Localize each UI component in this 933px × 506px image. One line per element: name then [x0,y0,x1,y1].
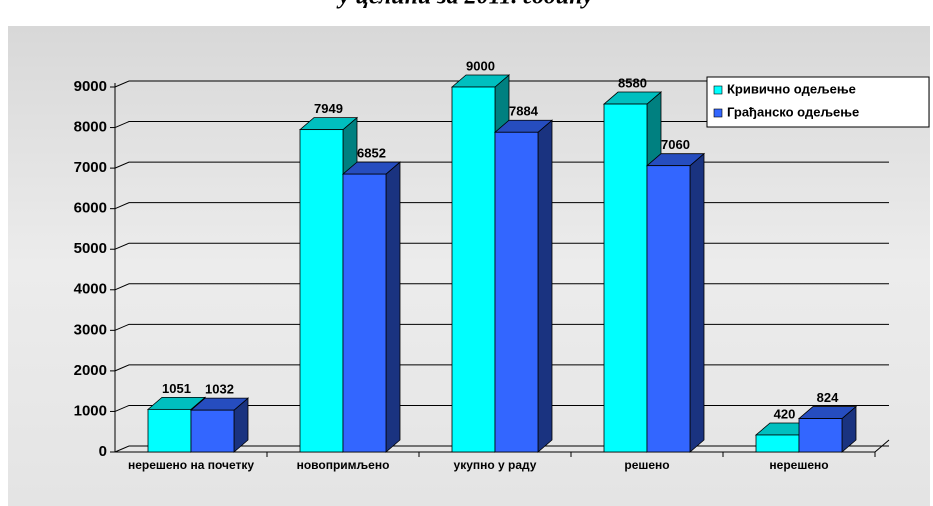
legend-swatch [714,86,722,94]
data-label: 7884 [509,104,539,119]
data-label: 7060 [661,137,690,152]
legend-label: Кривично одељење [727,81,856,96]
y-tick-label: 4000 [74,281,107,298]
y-tick-label: 2000 [74,362,107,379]
y-tick-label: 8000 [74,119,107,136]
bar-front [343,174,386,452]
bar [191,398,248,452]
y-tick-label: 0 [99,443,107,460]
y-tick-label: 3000 [74,321,107,338]
x-tick-label: новопримљено [278,457,408,474]
bar-front [756,435,799,452]
legend-swatch [714,109,722,117]
bar-side [538,120,552,452]
bar-side [386,162,400,452]
bar-side [690,154,704,452]
bar-front [191,410,234,452]
x-tick-label: нерешено на почетку [126,457,256,474]
data-label: 420 [774,406,796,421]
bar [647,154,704,452]
x-tick-label: нерешено [734,457,864,474]
data-label: 824 [817,390,839,405]
bar-front [495,132,538,452]
bar-front [452,87,495,452]
y-tick-label: 6000 [74,200,107,217]
data-label: 1051 [162,381,191,396]
y-tick-label: 9000 [74,78,107,95]
bar-front [647,166,690,452]
bar-front [799,419,842,452]
legend-label: Грађанско одељење [727,104,859,119]
bar-front [604,104,647,452]
data-label: 1032 [205,382,234,397]
x-tick-label: укупно у раду [430,457,560,474]
data-label: 6852 [357,146,386,161]
bar-front [148,409,191,452]
data-label: 9000 [466,58,495,73]
chart: у целини за 2011. годину 0 1000 2000 3000 40… [0,0,933,506]
page: у целини за 2011. годину 0 1000 2000 3000 40… [0,0,933,506]
bar [799,407,856,452]
bar [495,120,552,452]
x-tick-label: решено [582,457,712,474]
data-label: 8580 [618,75,647,90]
y-tick-label: 1000 [74,402,107,419]
bar [343,162,400,452]
bar-front [300,130,343,452]
y-tick-label: 7000 [74,159,107,176]
data-label: 7949 [314,101,343,116]
y-tick-label: 5000 [74,240,107,257]
chart-title: у целини за 2011. годину [336,0,594,10]
